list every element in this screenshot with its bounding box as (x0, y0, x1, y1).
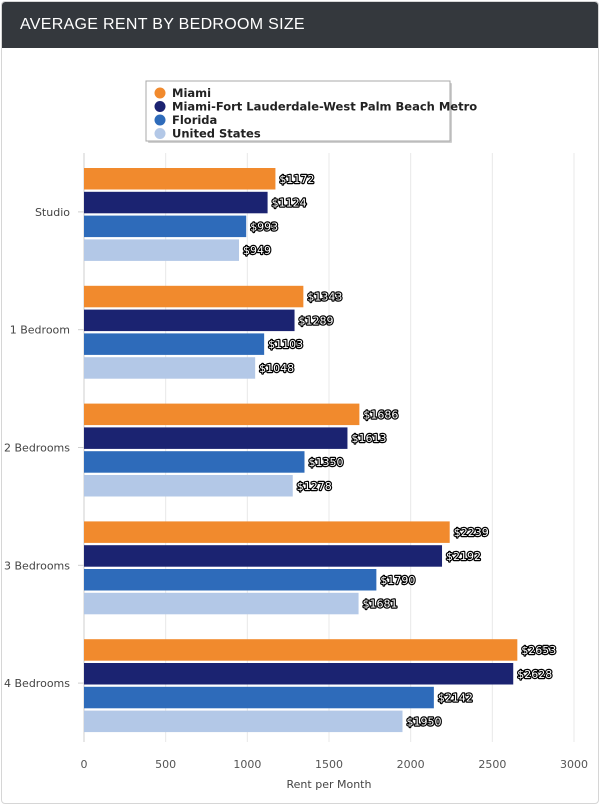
legend-marker (154, 128, 166, 139)
data-label: $1103 (268, 338, 303, 351)
bar (84, 592, 359, 615)
x-tick-label: 0 (81, 758, 88, 771)
bar (84, 403, 360, 426)
data-label: $1124 (272, 197, 307, 210)
bar (84, 168, 276, 190)
x-tick-label: 1000 (233, 758, 261, 771)
data-label: $1350 (309, 456, 344, 469)
data-label: $1790 (380, 574, 415, 587)
legend-label: United States (172, 127, 261, 141)
data-label: $1950 (407, 715, 442, 728)
x-tick-label: 1500 (315, 758, 343, 771)
bar (84, 309, 295, 332)
data-label: $2142 (438, 692, 473, 705)
bar (84, 475, 293, 497)
legend-marker (154, 87, 166, 99)
bar (84, 191, 268, 214)
bar (84, 639, 518, 661)
bar (84, 569, 377, 591)
bar (84, 285, 304, 308)
bar (84, 333, 265, 355)
data-label: $1048 (259, 362, 294, 375)
bar (84, 686, 434, 709)
x-axis-title: Rent per Month (287, 778, 372, 791)
legend-label: Florida (172, 113, 217, 127)
legend-label: Miami-Fort Lauderdale-West Palm Beach Me… (172, 100, 477, 114)
bar (84, 663, 514, 685)
bar (84, 521, 450, 543)
data-label: $949 (243, 244, 271, 257)
data-label: $1613 (351, 432, 386, 445)
category-label: 2 Bedrooms (4, 442, 70, 455)
category-label: 1 Bedroom (10, 324, 70, 337)
x-tick-label: 500 (155, 758, 176, 771)
bar (84, 451, 305, 473)
data-label: $1172 (279, 173, 314, 186)
category-label: Studio (35, 206, 70, 219)
data-label: $1686 (363, 408, 398, 421)
x-tick-label: 2000 (397, 758, 425, 771)
data-label: $2192 (446, 550, 481, 563)
data-label: $2628 (517, 668, 552, 681)
bar (84, 215, 247, 238)
x-tick-label: 3000 (560, 758, 588, 771)
legend-label: Miami (172, 86, 211, 100)
data-label: $993 (250, 220, 278, 233)
chart-title: AVERAGE RENT BY BEDROOM SIZE (20, 16, 305, 33)
legend-box (145, 80, 451, 142)
data-label: $1343 (307, 291, 342, 304)
data-label: $2239 (454, 526, 489, 539)
chart-header: AVERAGE RENT BY BEDROOM SIZE (2, 2, 598, 48)
bar (84, 545, 443, 567)
bar (84, 710, 403, 733)
data-label: $1278 (297, 480, 332, 493)
x-tick-label: 2500 (478, 758, 506, 771)
bar (84, 357, 256, 379)
category-label: 4 Bedrooms (4, 677, 70, 690)
bar (84, 427, 348, 449)
data-label: $1681 (363, 598, 398, 611)
data-label: $1289 (299, 314, 334, 327)
category-label: 3 Bedrooms (4, 559, 70, 572)
legend-marker (154, 114, 166, 126)
legend-marker (154, 101, 166, 112)
data-label: $2653 (521, 644, 556, 657)
bar (84, 239, 240, 261)
